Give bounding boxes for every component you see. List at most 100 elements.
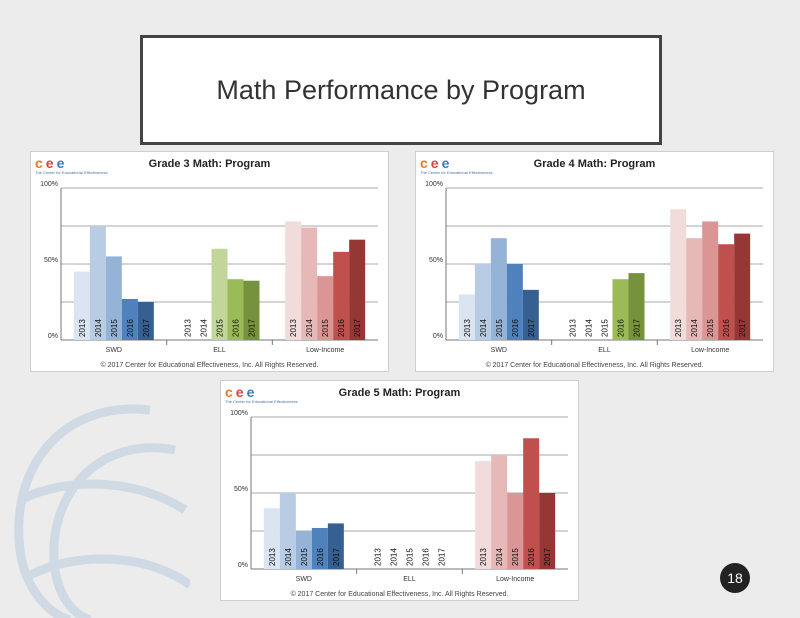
bar bbox=[311, 527, 328, 569]
bar bbox=[628, 273, 645, 340]
bar bbox=[137, 302, 154, 340]
year-label: 2014 bbox=[94, 319, 103, 337]
bar bbox=[317, 276, 334, 340]
cee-logo: cee The Center for Educational Effective… bbox=[35, 156, 115, 180]
year-label: 2017 bbox=[353, 319, 362, 337]
bar bbox=[506, 264, 523, 340]
year-label: 2017 bbox=[738, 319, 747, 337]
bar-chart-svg: 0% 50% 100% 2013 2014 2015 2016 2017 SWD 2013 2014… bbox=[40, 181, 378, 354]
year-label: 2015 bbox=[601, 319, 610, 337]
cee-logo: cee The Center for Educational Effective… bbox=[225, 385, 305, 409]
slide-title-box: Math Performance by Program bbox=[140, 35, 662, 145]
bar bbox=[539, 493, 556, 569]
year-label: 2016 bbox=[422, 548, 431, 566]
bar bbox=[490, 238, 507, 340]
year-label: 2013 bbox=[463, 319, 472, 337]
y-tick-label: 0% bbox=[238, 562, 248, 569]
y-tick-label: 50% bbox=[44, 257, 58, 264]
bar bbox=[243, 280, 260, 340]
slide-title: Math Performance by Program bbox=[216, 74, 586, 105]
chart-panel-grade5: cee The Center for Educational Effective… bbox=[220, 380, 579, 601]
chart-title: Grade 5 Math: Program bbox=[338, 387, 461, 399]
page-number-badge: 18 bbox=[720, 563, 750, 593]
y-tick-label: 0% bbox=[48, 333, 58, 340]
y-tick-label: 100% bbox=[230, 410, 248, 417]
year-label: 2015 bbox=[321, 319, 330, 337]
chart-panel-grade4: cee The Center for Educational Effective… bbox=[415, 151, 774, 372]
bar bbox=[702, 221, 719, 340]
year-label: 2016 bbox=[316, 548, 325, 566]
logo-subtitle: The Center for Educational Effectiveness bbox=[35, 170, 108, 175]
chart-title: Grade 3 Math: Program bbox=[148, 158, 271, 170]
year-label: 2015 bbox=[406, 548, 415, 566]
year-label: 2015 bbox=[706, 319, 715, 337]
bar bbox=[475, 461, 492, 569]
year-label: 2016 bbox=[617, 319, 626, 337]
bar bbox=[327, 523, 344, 569]
category-label: ELL bbox=[403, 576, 416, 583]
y-tick-label: 50% bbox=[234, 486, 248, 493]
y-tick-label: 0% bbox=[433, 333, 443, 340]
bar bbox=[612, 279, 629, 340]
bar bbox=[285, 221, 302, 340]
bar bbox=[89, 226, 106, 340]
category-label: Low-Income bbox=[691, 347, 729, 354]
bar bbox=[211, 248, 228, 340]
bar bbox=[333, 251, 350, 340]
bar bbox=[295, 531, 312, 569]
category-label: SWD bbox=[296, 576, 312, 583]
year-label: 2014 bbox=[305, 319, 314, 337]
year-label: 2016 bbox=[126, 319, 135, 337]
bar bbox=[507, 493, 524, 569]
bar-chart-svg: 0% 50% 100% 2013 2014 2015 2016 2017 SWD 2013 2014… bbox=[230, 410, 568, 583]
bar bbox=[458, 294, 475, 340]
copyright-text: © 2017 Center for Educational Effectiven… bbox=[290, 591, 509, 598]
year-label: 2015 bbox=[495, 319, 504, 337]
year-label: 2014 bbox=[495, 548, 504, 566]
category-label: ELL bbox=[598, 347, 611, 354]
category-label: Low-Income bbox=[496, 576, 534, 583]
category-label: Low-Income bbox=[306, 347, 344, 354]
bar bbox=[734, 233, 751, 340]
year-label: 2013 bbox=[569, 319, 578, 337]
bar bbox=[263, 508, 280, 569]
year-label: 2014 bbox=[479, 319, 488, 337]
year-label: 2013 bbox=[184, 319, 193, 337]
year-label: 2016 bbox=[527, 548, 536, 566]
logo-subtitle: The Center for Educational Effectiveness bbox=[420, 170, 493, 175]
bar bbox=[491, 455, 508, 569]
category-label: SWD bbox=[491, 347, 507, 354]
bar bbox=[279, 493, 296, 569]
bar bbox=[121, 298, 138, 340]
year-label: 2015 bbox=[216, 319, 225, 337]
bar-chart-svg: 0% 50% 100% 2013 2014 2015 2016 2017 SWD 2013 2014… bbox=[425, 181, 763, 354]
bar bbox=[474, 264, 491, 340]
chart-panel-grade3: cee The Center for Educational Effective… bbox=[30, 151, 389, 372]
year-label: 2017 bbox=[248, 319, 257, 337]
year-label: 2016 bbox=[337, 319, 346, 337]
year-label: 2017 bbox=[527, 319, 536, 337]
bar bbox=[73, 271, 90, 340]
year-label: 2017 bbox=[332, 548, 341, 566]
bar bbox=[301, 227, 318, 340]
year-label: 2017 bbox=[633, 319, 642, 337]
category-label: SWD bbox=[106, 347, 122, 354]
year-label: 2013 bbox=[268, 548, 277, 566]
year-label: 2017 bbox=[142, 319, 151, 337]
year-label: 2014 bbox=[200, 319, 209, 337]
year-label: 2013 bbox=[289, 319, 298, 337]
y-tick-label: 100% bbox=[40, 181, 58, 188]
category-label: ELL bbox=[213, 347, 226, 354]
cee-logo: cee The Center for Educational Effective… bbox=[420, 156, 500, 180]
year-label: 2015 bbox=[511, 548, 520, 566]
bar bbox=[227, 279, 244, 340]
chart-title: Grade 4 Math: Program bbox=[533, 158, 656, 170]
bar bbox=[523, 438, 540, 569]
copyright-text: © 2017 Center for Educational Effectiven… bbox=[100, 362, 319, 369]
year-label: 2015 bbox=[300, 548, 309, 566]
copyright-text: © 2017 Center for Educational Effectiven… bbox=[485, 362, 704, 369]
year-label: 2016 bbox=[511, 319, 520, 337]
year-label: 2014 bbox=[690, 319, 699, 337]
year-label: 2016 bbox=[232, 319, 241, 337]
bar bbox=[522, 289, 539, 340]
